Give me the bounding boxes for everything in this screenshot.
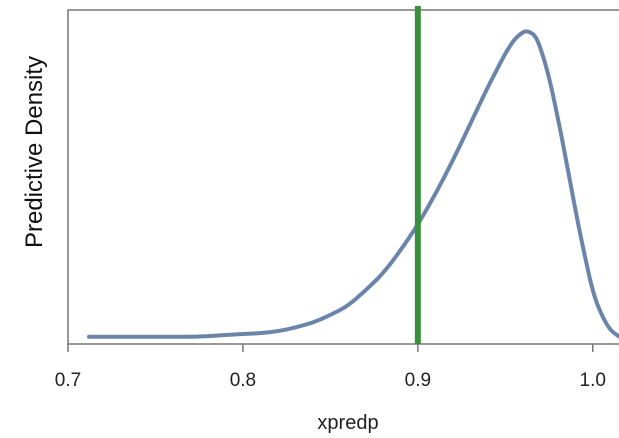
x-tick-label: 0.8 (230, 370, 256, 391)
x-axis-ticks: 0.7 0.8 0.9 1.0 (55, 344, 606, 391)
series-layer (87, 29, 619, 339)
x-axis-label: xpredp (317, 412, 378, 434)
y-axis-label: Predictive Density (21, 56, 48, 248)
x-tick-label: 0.7 (55, 370, 81, 391)
x-tick-label: 1.0 (580, 370, 606, 391)
plot-area: 0.7 0.8 0.9 1.0 (55, 6, 619, 391)
x-tick-label: 0.9 (405, 370, 431, 391)
axis-frame (67, 9, 619, 345)
density-curve (87, 29, 619, 339)
